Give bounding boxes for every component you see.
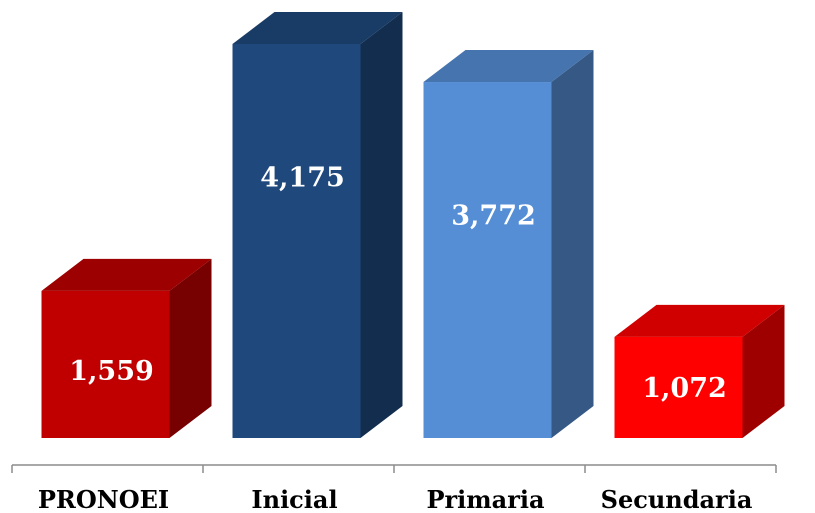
category-label-primaria: Primaria [426,485,544,513]
bar-front-secundaria [614,336,743,438]
bar-secundaria [614,304,785,438]
labels-layer: 1,559 PRONOEI 4,175 Inicial 3,772 Primaria 1,0… [38,163,753,513]
bar-top-inicial [232,12,403,44]
bars-layer [41,12,785,438]
bar-front-inicial [232,44,361,438]
bar-side-inicial [360,12,403,438]
bar-top-pronoei [41,258,212,291]
bar-top-primaria [423,50,594,83]
value-label-inicial: 4,175 [260,163,345,194]
value-label-primaria: 3,772 [451,201,536,232]
value-label-pronoei: 1,559 [69,356,154,387]
bar-inicial [232,12,403,438]
bar-side-secundaria [742,304,785,438]
category-label-secundaria: Secundaria [601,485,753,513]
bar-front-pronoei [41,290,170,438]
bar-side-primaria [551,50,594,438]
x-axis [11,464,777,473]
bar-primaria [423,50,594,438]
bar-front-primaria [423,82,552,438]
category-label-inicial: Inicial [251,485,337,513]
value-label-secundaria: 1,072 [642,373,727,404]
bar-top-secundaria [614,304,785,337]
bar-side-pronoei [169,258,212,438]
category-label-pronoei: PRONOEI [38,485,169,513]
bar-pronoei [41,258,212,438]
